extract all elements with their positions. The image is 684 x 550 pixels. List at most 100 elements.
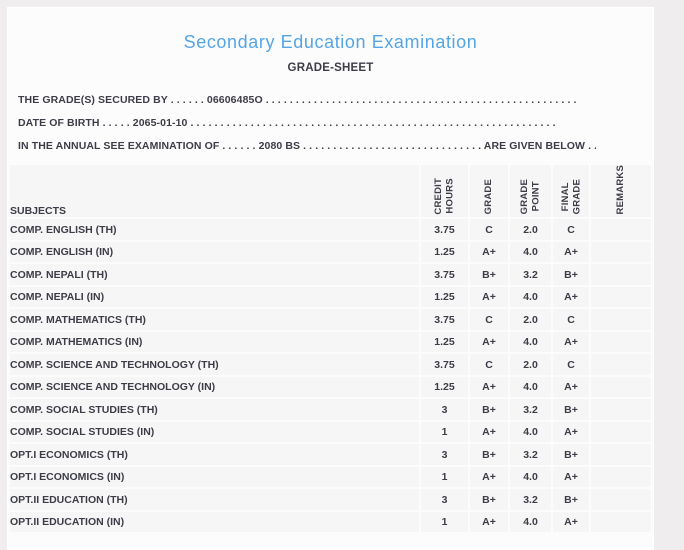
grades-table: SUBJECTS CREDIT HOURS GRADE GRADE POINT … <box>8 163 653 534</box>
grade-point-cell: 2.0 <box>510 309 551 330</box>
grade-cell: B+ <box>470 489 508 510</box>
remarks-cell <box>591 376 651 398</box>
table-row: COMP. MATHEMATICS (IN) 1.25 A+ 4.0 A+ <box>10 331 651 353</box>
subject-cell: OPT.II EDUCATION (TH) <box>10 489 419 510</box>
subject-cell: COMP. SOCIAL STUDIES (IN) <box>10 421 419 443</box>
column-header-grade-point: GRADE POINT <box>510 165 551 218</box>
grade-cell: C <box>470 309 508 330</box>
remarks-cell <box>591 331 651 353</box>
final-grade-cell: A+ <box>553 511 589 533</box>
column-header-subjects: SUBJECTS <box>10 165 419 218</box>
grade-point-cell: 4.0 <box>510 511 551 533</box>
table-row: COMP. SOCIAL STUDIES (TH) 3 B+ 3.2 B+ <box>10 399 651 420</box>
column-header-grade: GRADE <box>470 165 508 218</box>
grade-cell: A+ <box>470 286 508 308</box>
grade-point-cell: 4.0 <box>510 331 551 353</box>
remarks-cell <box>591 444 651 465</box>
credit-hours-cell: 3 <box>421 489 468 510</box>
final-grade-cell: A+ <box>553 376 589 398</box>
remarks-cell <box>591 421 651 443</box>
grade-cell: B+ <box>470 399 508 420</box>
subject-cell: COMP. MATHEMATICS (IN) <box>10 331 419 353</box>
subject-cell: COMP. SCIENCE AND TECHNOLOGY (IN) <box>10 376 419 398</box>
subject-cell: COMP. ENGLISH (IN) <box>10 241 419 263</box>
subject-cell: COMP. SOCIAL STUDIES (TH) <box>10 399 419 420</box>
grade-sheet-subtitle: GRADE-SHEET <box>287 62 374 74</box>
table-row: OPT.I ECONOMICS (TH) 3 B+ 3.2 B+ <box>10 444 651 465</box>
final-grade-cell: A+ <box>553 466 589 488</box>
gpa-footer: GRADE POINT AVERAGE (GPA) : 2.97 <box>8 548 645 549</box>
remarks-cell <box>591 241 651 263</box>
grade-point-cell: 4.0 <box>510 421 551 443</box>
remarks-cell <box>591 286 651 308</box>
credit-hours-cell: 1 <box>421 511 468 533</box>
gpa-label: GRADE POINT AVERAGE (GPA) : <box>451 548 619 549</box>
table-row: COMP. NEPALI (TH) 3.75 B+ 3.2 B+ <box>10 264 651 285</box>
table-row: COMP. SCIENCE AND TECHNOLOGY (IN) 1.25 A… <box>10 376 651 398</box>
subject-cell: OPT.I ECONOMICS (IN) <box>10 466 419 488</box>
grade-point-cell: 4.0 <box>510 286 551 308</box>
credit-hours-cell: 1.25 <box>421 376 468 398</box>
grade-point-cell: 3.2 <box>510 399 551 420</box>
table-row: COMP. SCIENCE AND TECHNOLOGY (TH) 3.75 C… <box>10 354 651 375</box>
remarks-cell <box>591 219 651 240</box>
final-grade-cell: B+ <box>553 399 589 420</box>
final-grade-cell: B+ <box>553 264 589 285</box>
grade-cell: A+ <box>470 511 508 533</box>
grade-point-cell: 3.2 <box>510 489 551 510</box>
grade-point-cell: 2.0 <box>510 354 551 375</box>
remarks-cell <box>591 511 651 533</box>
remarks-cell <box>591 489 651 510</box>
grade-cell: A+ <box>470 376 508 398</box>
credit-hours-cell: 3 <box>421 399 468 420</box>
subject-cell: COMP. NEPALI (IN) <box>10 286 419 308</box>
remarks-cell <box>591 399 651 420</box>
grade-cell: A+ <box>470 331 508 353</box>
grade-cell: A+ <box>470 421 508 443</box>
subject-cell: COMP. NEPALI (TH) <box>10 264 419 285</box>
grades-secured-by-line: THE GRADE(S) SECURED BY . . . . . . 0660… <box>18 94 577 106</box>
grade-cell: B+ <box>470 444 508 465</box>
subject-cell: OPT.II EDUCATION (IN) <box>10 511 419 533</box>
table-row: COMP. NEPALI (IN) 1.25 A+ 4.0 A+ <box>10 286 651 308</box>
grade-cell: C <box>470 219 508 240</box>
subject-cell: OPT.I ECONOMICS (TH) <box>10 444 419 465</box>
remarks-cell <box>591 309 651 330</box>
credit-hours-cell: 3.75 <box>421 264 468 285</box>
gpa-value-number: 2.97 <box>624 548 645 549</box>
grade-cell: A+ <box>470 466 508 488</box>
grade-point-cell: 3.2 <box>510 444 551 465</box>
grade-cell: C <box>470 354 508 375</box>
grade-point-cell: 4.0 <box>510 376 551 398</box>
column-header-remarks: REMARKS <box>591 165 651 218</box>
remarks-cell <box>591 466 651 488</box>
column-header-final-grade: FINAL GRADE <box>553 165 589 218</box>
final-grade-cell: B+ <box>553 489 589 510</box>
date-of-birth-line: DATE OF BIRTH . . . . . 2065-01-10 . . .… <box>18 117 556 129</box>
credit-hours-cell: 1 <box>421 421 468 443</box>
grade-point-cell: 3.2 <box>510 264 551 285</box>
table-row: COMP. ENGLISH (TH) 3.75 C 2.0 C <box>10 219 651 240</box>
examination-year-line: IN THE ANNUAL SEE EXAMINATION OF . . . .… <box>18 140 596 152</box>
final-grade-cell: A+ <box>553 241 589 263</box>
table-row: OPT.I ECONOMICS (IN) 1 A+ 4.0 A+ <box>10 466 651 488</box>
credit-hours-cell: 3 <box>421 444 468 465</box>
table-row: COMP. MATHEMATICS (TH) 3.75 C 2.0 C <box>10 309 651 330</box>
final-grade-cell: A+ <box>553 421 589 443</box>
final-grade-cell: C <box>553 219 589 240</box>
page-title: Secondary Education Examination <box>183 32 478 52</box>
subject-cell: COMP. MATHEMATICS (TH) <box>10 309 419 330</box>
credit-hours-cell: 1.25 <box>421 331 468 353</box>
grade-cell: B+ <box>470 264 508 285</box>
table-row: OPT.II EDUCATION (IN) 1 A+ 4.0 A+ <box>10 511 651 533</box>
subject-cell: COMP. ENGLISH (TH) <box>10 219 419 240</box>
table-row: COMP. ENGLISH (IN) 1.25 A+ 4.0 A+ <box>10 241 651 263</box>
credit-hours-cell: 3.75 <box>421 219 468 240</box>
credit-hours-cell: 3.75 <box>421 309 468 330</box>
remarks-cell <box>591 264 651 285</box>
final-grade-cell: A+ <box>553 331 589 353</box>
final-grade-cell: C <box>553 354 589 375</box>
credit-hours-cell: 3.75 <box>421 354 468 375</box>
grades-table-body: COMP. ENGLISH (TH) 3.75 C 2.0 C COMP. EN… <box>10 219 651 533</box>
final-grade-cell: B+ <box>553 444 589 465</box>
